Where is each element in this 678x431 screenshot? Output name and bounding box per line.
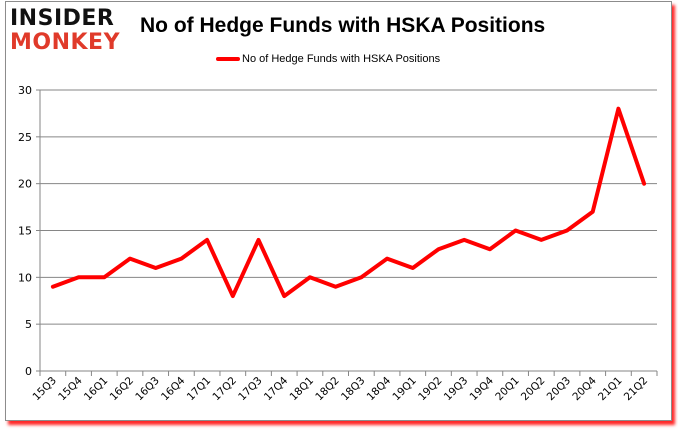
logo-line-1: INSIDER — [10, 6, 115, 31]
y-tick-label: 10 — [18, 271, 32, 284]
legend-line-swatch-icon — [216, 57, 240, 61]
x-tick-label: 16Q4 — [159, 374, 188, 403]
x-tick-label: 15Q3 — [30, 375, 59, 404]
x-tick-label: 19Q2 — [416, 375, 445, 404]
x-tick-label: 16Q1 — [82, 375, 111, 404]
x-tick-label: 17Q4 — [262, 374, 291, 403]
x-tick-label: 17Q3 — [236, 375, 265, 404]
x-tick-label: 15Q4 — [56, 374, 85, 403]
x-tick-label: 21Q2 — [622, 375, 651, 404]
x-tick-label: 20Q3 — [545, 375, 574, 404]
x-tick-label: 19Q1 — [390, 375, 419, 404]
x-tick-label: 19Q4 — [468, 374, 497, 403]
x-tick-label: 16Q3 — [133, 375, 162, 404]
x-tick-label: 20Q4 — [570, 374, 599, 403]
x-tick-label: 21Q1 — [596, 375, 625, 404]
x-axis: 15Q315Q416Q116Q216Q316Q417Q117Q217Q317Q4… — [30, 370, 658, 404]
y-tick-label: 0 — [25, 365, 32, 378]
y-tick-label: 25 — [18, 131, 32, 144]
x-tick-label: 19Q3 — [442, 375, 471, 404]
x-tick-label: 17Q1 — [185, 375, 214, 404]
y-tick-label: 30 — [18, 84, 32, 97]
gridlines — [40, 89, 657, 325]
x-tick-label: 18Q4 — [365, 374, 394, 403]
x-tick-label: 18Q3 — [339, 375, 368, 404]
x-tick-label: 20Q1 — [493, 375, 522, 404]
x-tick-label: 16Q2 — [108, 375, 137, 404]
y-tick-label: 20 — [18, 178, 32, 191]
x-tick-label: 17Q2 — [210, 375, 239, 404]
y-tick-label: 5 — [25, 318, 32, 331]
chart-frame — [5, 1, 672, 421]
chart-legend: No of Hedge Funds with HSKA Positions — [216, 53, 440, 65]
y-tick-label: 15 — [18, 225, 32, 238]
x-tick-label: 18Q2 — [313, 375, 342, 404]
y-axis: 0 5 10 15 20 25 30 — [18, 84, 41, 378]
insider-monkey-logo: INSIDER MONKEY — [10, 8, 130, 56]
x-tick-label: 18Q1 — [288, 375, 317, 404]
logo-line-2: MONKEY — [10, 30, 121, 55]
legend-label: No of Hedge Funds with HSKA Positions — [242, 53, 441, 65]
chart-title: No of Hedge Funds with HSKA Positions — [140, 14, 546, 37]
series-line — [50, 106, 647, 299]
x-tick-label: 20Q2 — [519, 375, 548, 404]
